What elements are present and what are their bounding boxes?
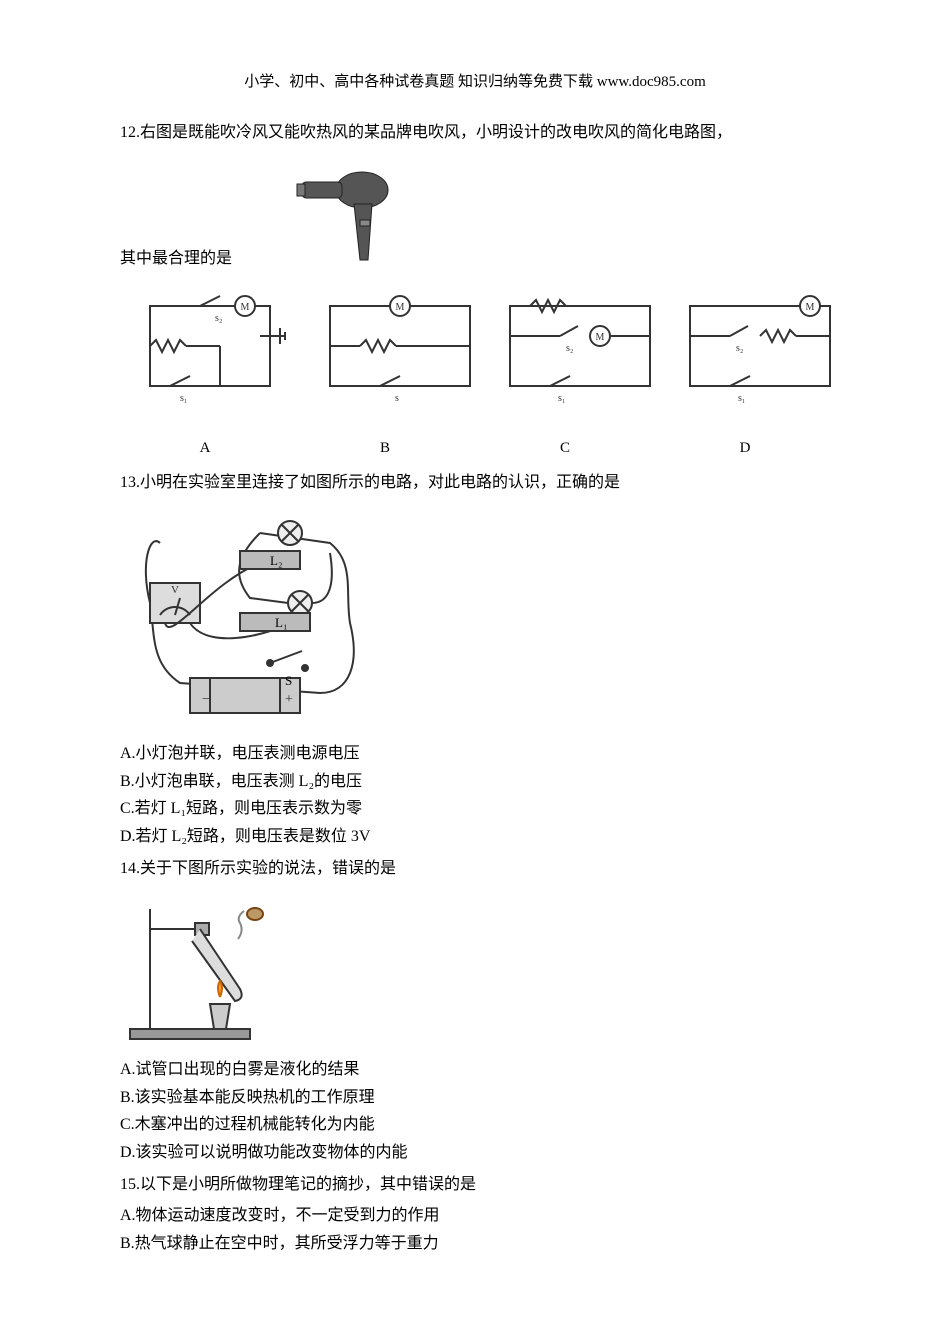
q13-option-a: A.小灯泡并联，电压表测电源电压 bbox=[120, 741, 830, 767]
q12-text-a: 12.右图是既能吹冷风又能吹热风的某品牌电吹风，小明设计的改电吹风的简化电路图， bbox=[120, 120, 732, 146]
svg-text:M: M bbox=[806, 302, 815, 313]
q12-option-b: B bbox=[300, 436, 470, 460]
q12-text-b: 其中最合理的是 bbox=[120, 246, 232, 272]
q12-option-d: D bbox=[660, 436, 830, 460]
q14-text: 14.关于下图所示实验的说法，错误的是 bbox=[120, 856, 830, 882]
svg-text:−: − bbox=[202, 692, 210, 707]
svg-text:L₂: L₂ bbox=[270, 553, 282, 568]
svg-text:M: M bbox=[396, 302, 405, 313]
q12-circuits-figure: M s₂ s₁ bbox=[120, 286, 830, 426]
svg-text:s₂: s₂ bbox=[566, 343, 573, 354]
q15-option-a: A.物体运动速度改变时，不一定受到力的作用 bbox=[120, 1203, 830, 1229]
q13-option-d: D.若灯 L₂短路，则电压表是数位 3V bbox=[120, 824, 830, 850]
q14-option-b: B.该实验基本能反映热机的工作原理 bbox=[120, 1085, 830, 1111]
svg-text:V: V bbox=[171, 584, 179, 596]
svg-text:s₂: s₂ bbox=[736, 343, 743, 354]
q13-circuit-figure: V − + L₂ L₁ S bbox=[120, 503, 830, 733]
q13-text: 13.小明在实验室里连接了如图所示的电路，对此电路的认识，正确的是 bbox=[120, 470, 830, 496]
svg-text:s₂: s₂ bbox=[215, 313, 222, 324]
svg-text:+: + bbox=[285, 692, 293, 707]
q13-option-b: B.小灯泡串联，电压表测 L₂的电压 bbox=[120, 769, 830, 795]
q14-option-d: D.该实验可以说明做功能改变物体的内能 bbox=[120, 1140, 830, 1166]
svg-text:s₁: s₁ bbox=[738, 393, 745, 404]
svg-text:s: s bbox=[395, 393, 399, 404]
page-header: 小学、初中、高中各种试卷真题 知识归纳等免费下载 www.doc985.com bbox=[120, 70, 830, 94]
svg-text:L₁: L₁ bbox=[275, 615, 287, 630]
svg-text:S: S bbox=[285, 673, 292, 688]
q12-option-a: A bbox=[120, 436, 290, 460]
svg-text:M: M bbox=[241, 302, 250, 313]
q14-option-a: A.试管口出现的白雾是液化的结果 bbox=[120, 1057, 830, 1083]
q14-option-c: C.木塞冲出的过程机械能转化为内能 bbox=[120, 1112, 830, 1138]
q12-option-c: C bbox=[480, 436, 650, 460]
svg-text:s₁: s₁ bbox=[558, 393, 565, 404]
q15-text: 15.以下是小明所做物理笔记的摘抄，其中错误的是 bbox=[120, 1172, 830, 1198]
q13-option-c: C.若灯 L₁短路，则电压表示数为零 bbox=[120, 796, 830, 822]
q15-option-b: B.热气球静止在空中时，其所受浮力等于重力 bbox=[120, 1231, 830, 1257]
q14-experiment-figure bbox=[120, 889, 830, 1049]
hairdryer-figure bbox=[292, 160, 402, 270]
svg-text:M: M bbox=[596, 332, 605, 343]
svg-text:s₁: s₁ bbox=[180, 393, 187, 404]
